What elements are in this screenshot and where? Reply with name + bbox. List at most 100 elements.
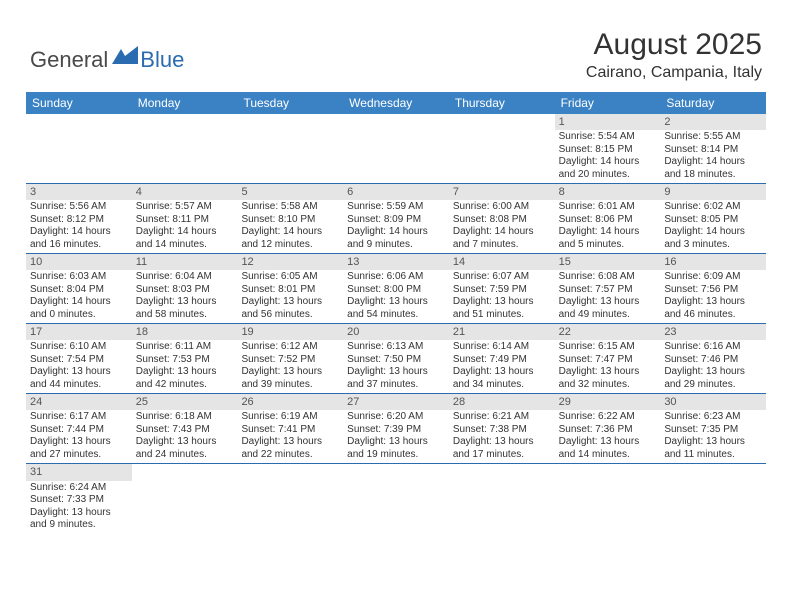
day-details: Sunrise: 5:59 AMSunset: 8:09 PMDaylight:… [343,200,449,253]
day-details: Sunrise: 6:21 AMSunset: 7:38 PMDaylight:… [449,410,555,463]
sunrise-text: Sunrise: 5:54 AM [559,131,657,144]
daylight-text: Daylight: 13 hours and 56 minutes. [241,296,339,321]
calendar-day-cell: 3Sunrise: 5:56 AMSunset: 8:12 PMDaylight… [26,184,132,253]
logo-text-general: General [30,47,108,73]
daylight-text: Daylight: 13 hours and 39 minutes. [241,366,339,391]
calendar-empty-cell [132,114,238,183]
daylight-text: Daylight: 13 hours and 24 minutes. [136,436,234,461]
daylight-text: Daylight: 13 hours and 17 minutes. [453,436,551,461]
day-details: Sunrise: 6:22 AMSunset: 7:36 PMDaylight:… [555,410,661,463]
calendar-empty-cell [343,464,449,533]
calendar-day-cell: 28Sunrise: 6:21 AMSunset: 7:38 PMDayligh… [449,394,555,463]
daylight-text: Daylight: 14 hours and 3 minutes. [664,226,762,251]
calendar-row: 17Sunrise: 6:10 AMSunset: 7:54 PMDayligh… [26,324,766,394]
calendar-empty-cell [132,464,238,533]
day-details: Sunrise: 6:14 AMSunset: 7:49 PMDaylight:… [449,340,555,393]
sunset-text: Sunset: 8:09 PM [347,214,445,227]
sunrise-text: Sunrise: 6:02 AM [664,201,762,214]
calendar-day-cell: 13Sunrise: 6:06 AMSunset: 8:00 PMDayligh… [343,254,449,323]
calendar-day-cell: 20Sunrise: 6:13 AMSunset: 7:50 PMDayligh… [343,324,449,393]
calendar-header-cell: Thursday [449,92,555,114]
day-details: Sunrise: 6:15 AMSunset: 7:47 PMDaylight:… [555,340,661,393]
calendar-day-cell: 19Sunrise: 6:12 AMSunset: 7:52 PMDayligh… [237,324,343,393]
calendar-empty-cell [343,114,449,183]
day-number: 1 [555,114,661,130]
header: General Blue August 2025 Cairano, Campan… [0,0,792,84]
day-number: 23 [660,324,766,340]
sunrise-text: Sunrise: 6:23 AM [664,411,762,424]
daylight-text: Daylight: 13 hours and 44 minutes. [30,366,128,391]
day-number: 14 [449,254,555,270]
day-details: Sunrise: 6:17 AMSunset: 7:44 PMDaylight:… [26,410,132,463]
sunset-text: Sunset: 7:49 PM [453,354,551,367]
sunset-text: Sunset: 7:33 PM [30,494,128,507]
daylight-text: Daylight: 13 hours and 27 minutes. [30,436,128,461]
sunrise-text: Sunrise: 6:10 AM [30,341,128,354]
daylight-text: Daylight: 14 hours and 20 minutes. [559,156,657,181]
sunrise-text: Sunrise: 6:06 AM [347,271,445,284]
daylight-text: Daylight: 14 hours and 16 minutes. [30,226,128,251]
calendar-row: 1Sunrise: 5:54 AMSunset: 8:15 PMDaylight… [26,114,766,184]
calendar-empty-cell [237,114,343,183]
sunrise-text: Sunrise: 6:24 AM [30,482,128,495]
calendar-row: 10Sunrise: 6:03 AMSunset: 8:04 PMDayligh… [26,254,766,324]
sunset-text: Sunset: 8:05 PM [664,214,762,227]
sunrise-text: Sunrise: 6:19 AM [241,411,339,424]
calendar-day-cell: 18Sunrise: 6:11 AMSunset: 7:53 PMDayligh… [132,324,238,393]
sunrise-text: Sunrise: 6:20 AM [347,411,445,424]
day-details: Sunrise: 6:24 AMSunset: 7:33 PMDaylight:… [26,481,132,534]
calendar-header-cell: Friday [555,92,661,114]
daylight-text: Daylight: 14 hours and 0 minutes. [30,296,128,321]
calendar-header-cell: Tuesday [237,92,343,114]
logo-text-blue: Blue [140,47,184,73]
daylight-text: Daylight: 13 hours and 19 minutes. [347,436,445,461]
sunset-text: Sunset: 7:43 PM [136,424,234,437]
day-number: 9 [660,184,766,200]
sunrise-text: Sunrise: 6:09 AM [664,271,762,284]
calendar-day-cell: 9Sunrise: 6:02 AMSunset: 8:05 PMDaylight… [660,184,766,253]
sunrise-text: Sunrise: 6:12 AM [241,341,339,354]
sunset-text: Sunset: 7:54 PM [30,354,128,367]
sunrise-text: Sunrise: 6:17 AM [30,411,128,424]
day-number: 29 [555,394,661,410]
calendar-day-cell: 7Sunrise: 6:00 AMSunset: 8:08 PMDaylight… [449,184,555,253]
calendar-empty-cell [660,464,766,533]
sunset-text: Sunset: 7:53 PM [136,354,234,367]
flag-icon [112,46,138,64]
sunrise-text: Sunrise: 6:03 AM [30,271,128,284]
sunset-text: Sunset: 7:39 PM [347,424,445,437]
sunrise-text: Sunrise: 5:58 AM [241,201,339,214]
sunrise-text: Sunrise: 5:59 AM [347,201,445,214]
calendar-day-cell: 6Sunrise: 5:59 AMSunset: 8:09 PMDaylight… [343,184,449,253]
calendar-row: 3Sunrise: 5:56 AMSunset: 8:12 PMDaylight… [26,184,766,254]
daylight-text: Daylight: 14 hours and 18 minutes. [664,156,762,181]
day-number: 21 [449,324,555,340]
calendar-day-cell: 22Sunrise: 6:15 AMSunset: 7:47 PMDayligh… [555,324,661,393]
sunset-text: Sunset: 7:44 PM [30,424,128,437]
day-details: Sunrise: 6:02 AMSunset: 8:05 PMDaylight:… [660,200,766,253]
day-number: 27 [343,394,449,410]
calendar-day-cell: 31Sunrise: 6:24 AMSunset: 7:33 PMDayligh… [26,464,132,533]
calendar-day-cell: 21Sunrise: 6:14 AMSunset: 7:49 PMDayligh… [449,324,555,393]
day-number: 5 [237,184,343,200]
calendar-empty-cell [26,114,132,183]
daylight-text: Daylight: 13 hours and 51 minutes. [453,296,551,321]
day-details: Sunrise: 6:01 AMSunset: 8:06 PMDaylight:… [555,200,661,253]
day-details: Sunrise: 6:00 AMSunset: 8:08 PMDaylight:… [449,200,555,253]
calendar-day-cell: 27Sunrise: 6:20 AMSunset: 7:39 PMDayligh… [343,394,449,463]
sunrise-text: Sunrise: 6:00 AM [453,201,551,214]
calendar-day-cell: 5Sunrise: 5:58 AMSunset: 8:10 PMDaylight… [237,184,343,253]
day-number: 15 [555,254,661,270]
daylight-text: Daylight: 13 hours and 22 minutes. [241,436,339,461]
sunset-text: Sunset: 8:11 PM [136,214,234,227]
day-number: 10 [26,254,132,270]
calendar-row: 24Sunrise: 6:17 AMSunset: 7:44 PMDayligh… [26,394,766,464]
sunset-text: Sunset: 7:46 PM [664,354,762,367]
day-details: Sunrise: 6:08 AMSunset: 7:57 PMDaylight:… [555,270,661,323]
calendar-day-cell: 17Sunrise: 6:10 AMSunset: 7:54 PMDayligh… [26,324,132,393]
day-details: Sunrise: 6:07 AMSunset: 7:59 PMDaylight:… [449,270,555,323]
calendar-day-cell: 4Sunrise: 5:57 AMSunset: 8:11 PMDaylight… [132,184,238,253]
sunset-text: Sunset: 7:57 PM [559,284,657,297]
calendar-day-cell: 26Sunrise: 6:19 AMSunset: 7:41 PMDayligh… [237,394,343,463]
day-number: 18 [132,324,238,340]
